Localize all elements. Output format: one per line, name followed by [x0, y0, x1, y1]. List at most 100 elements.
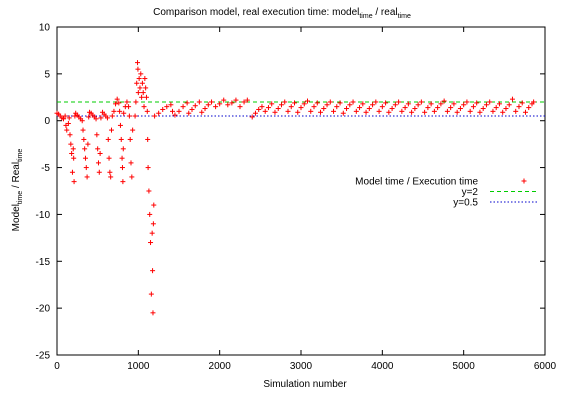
data-point [119, 155, 125, 161]
data-point [311, 104, 317, 110]
data-point [256, 106, 262, 112]
data-point [531, 99, 537, 105]
data-point [244, 97, 250, 103]
data-point [152, 113, 158, 119]
data-point [151, 202, 157, 208]
data-point [69, 169, 75, 175]
data-point [128, 160, 134, 166]
data-point [324, 102, 330, 108]
data-point [145, 136, 151, 142]
data-point [241, 99, 247, 105]
data-point [217, 101, 223, 107]
data-point [144, 108, 150, 114]
x-tick-label: 3000 [290, 361, 313, 372]
y-tick-label: 0 [44, 116, 50, 127]
data-point [444, 108, 450, 114]
data-point [298, 105, 304, 111]
data-point [366, 106, 372, 112]
data-point [143, 85, 149, 91]
data-point [321, 106, 327, 112]
y-tick-label: 10 [39, 23, 51, 34]
data-point [373, 99, 379, 105]
data-point [141, 104, 147, 110]
data-point [464, 99, 470, 105]
data-point [108, 127, 114, 133]
data-point [95, 146, 101, 152]
data-point [67, 132, 73, 138]
data-point [66, 115, 72, 121]
data-point [337, 100, 343, 106]
data-point [526, 105, 532, 111]
data-point [172, 112, 178, 118]
data-point [85, 141, 91, 147]
data-point [509, 96, 515, 102]
data-point [72, 113, 78, 119]
data-point [262, 108, 268, 114]
data-point [353, 108, 359, 114]
chart-title: Comparison model, real execution time: m… [153, 7, 411, 20]
data-point [84, 174, 90, 180]
data-point [116, 100, 122, 106]
x-tick-label: 5000 [453, 361, 476, 372]
data-point [156, 110, 162, 116]
data-point [135, 90, 141, 96]
data-point [93, 116, 99, 122]
data-point [121, 110, 127, 116]
data-point [150, 268, 156, 274]
data-point [142, 76, 148, 82]
data-point [379, 104, 385, 110]
data-point [94, 132, 100, 138]
data-point [160, 106, 166, 112]
data-point [275, 106, 281, 112]
data-point [237, 104, 243, 110]
data-point [109, 113, 115, 119]
data-point [127, 136, 133, 142]
data-point [370, 102, 376, 108]
data-point [516, 104, 522, 110]
data-point [402, 105, 408, 111]
data-point [68, 141, 74, 147]
data-point [98, 115, 104, 121]
data-point [221, 97, 227, 103]
data-point [202, 106, 208, 112]
legend-marker [521, 178, 527, 184]
data-point [118, 136, 124, 142]
data-point [314, 100, 320, 106]
data-point [82, 155, 88, 161]
data-point [225, 102, 231, 108]
data-point [461, 102, 467, 108]
data-point [269, 101, 275, 107]
data-point [135, 66, 141, 72]
data-point [105, 136, 111, 142]
data-point [470, 104, 476, 110]
y-tick-label: -20 [36, 304, 51, 315]
data-point [295, 109, 301, 115]
data-point [233, 97, 239, 103]
data-point [117, 108, 123, 114]
data-point [104, 115, 110, 121]
data-point [249, 114, 255, 120]
data-point [252, 110, 258, 116]
data-point [120, 146, 126, 152]
data-point [301, 101, 307, 107]
data-point [97, 151, 103, 157]
data-point [392, 102, 398, 108]
data-point [383, 100, 389, 106]
data-point [169, 108, 175, 114]
data-point [209, 99, 215, 105]
data-point [65, 121, 71, 127]
data-point [418, 99, 424, 105]
x-axis-label: Simulation number [263, 379, 347, 390]
data-point [80, 127, 86, 133]
data-point [136, 76, 142, 82]
data-point [126, 104, 132, 110]
data-point [114, 96, 120, 102]
data-point [70, 146, 76, 152]
data-point [69, 151, 75, 157]
y-tick-label: -5 [41, 163, 50, 174]
legend-label: y=0.5 [453, 198, 478, 209]
data-point [146, 188, 152, 194]
data-point [360, 101, 366, 107]
y-tick-label: -25 [36, 351, 51, 362]
data-point [259, 104, 265, 110]
